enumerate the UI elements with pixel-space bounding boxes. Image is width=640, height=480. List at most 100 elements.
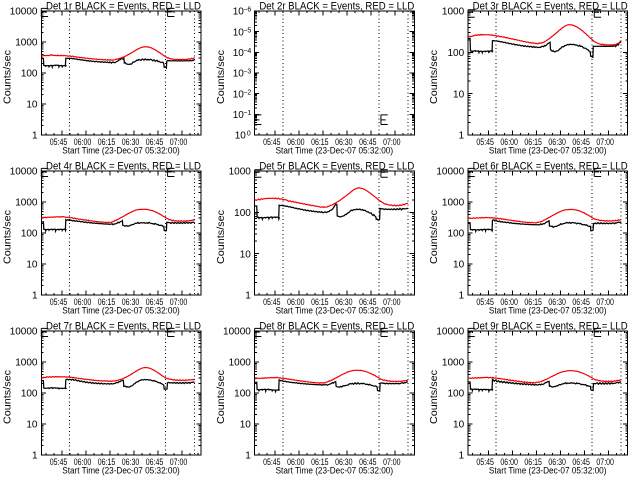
svg-text:05:45: 05:45: [476, 457, 494, 467]
svg-text:10: 10: [233, 110, 245, 121]
svg-text:Start Time (23-Dec-07 05:32:00: Start Time (23-Dec-07 05:32:00): [276, 145, 394, 155]
svg-text:07:00: 07:00: [170, 457, 188, 467]
svg-text:Counts/sec: Counts/sec: [3, 370, 14, 424]
svg-text:06:15: 06:15: [524, 297, 542, 307]
svg-text:Start Time (23-Dec-07 05:32:00: Start Time (23-Dec-07 05:32:00): [489, 305, 607, 315]
svg-text:Counts/sec: Counts/sec: [216, 370, 227, 424]
svg-text:06:45: 06:45: [572, 137, 590, 147]
svg-text:1: 1: [459, 451, 465, 462]
svg-text:10: 10: [233, 89, 245, 100]
svg-text:10: 10: [235, 131, 247, 142]
svg-text:06:15: 06:15: [524, 457, 542, 467]
svg-text:05:45: 05:45: [50, 297, 68, 307]
svg-text:100: 100: [447, 229, 464, 240]
svg-text:10: 10: [26, 100, 38, 111]
svg-text:06:15: 06:15: [98, 137, 116, 147]
svg-text:05:45: 05:45: [50, 137, 68, 147]
svg-text:10: 10: [240, 420, 252, 431]
svg-text:06:15: 06:15: [524, 137, 542, 147]
svg-text:100: 100: [21, 69, 38, 80]
svg-text:10000: 10000: [436, 327, 464, 338]
svg-text:10000: 10000: [223, 327, 251, 338]
svg-text:07:00: 07:00: [383, 137, 401, 147]
svg-text:Det 2r BLACK = Events, RED = L: Det 2r BLACK = Events, RED = LLD: [259, 1, 414, 13]
svg-text:100: 100: [447, 48, 464, 59]
svg-text:06:15: 06:15: [311, 137, 329, 147]
svg-text:06:30: 06:30: [122, 297, 140, 307]
svg-text:10000: 10000: [10, 7, 38, 18]
svg-text:Det 3r BLACK = Events, RED = L: Det 3r BLACK = Events, RED = LLD: [473, 1, 628, 13]
svg-text:06:15: 06:15: [311, 297, 329, 307]
svg-text:05:45: 05:45: [50, 457, 68, 467]
svg-text:10: 10: [26, 420, 38, 431]
svg-text:06:00: 06:00: [500, 297, 518, 307]
svg-text:Counts/sec: Counts/sec: [3, 210, 14, 264]
svg-text:07:00: 07:00: [596, 297, 614, 307]
svg-text:06:45: 06:45: [572, 457, 590, 467]
svg-text:Start Time (23-Dec-07 05:32:00: Start Time (23-Dec-07 05:32:00): [489, 465, 607, 475]
svg-text:Det 6r BLACK = Events, RED = L: Det 6r BLACK = Events, RED = LLD: [473, 161, 628, 173]
svg-text:07:00: 07:00: [383, 297, 401, 307]
svg-text:1: 1: [459, 131, 465, 142]
svg-text:1000: 1000: [15, 358, 38, 369]
svg-text:06:45: 06:45: [359, 137, 377, 147]
svg-text:1: 1: [459, 291, 465, 302]
svg-text:Det 9r BLACK = Events, RED = L: Det 9r BLACK = Events, RED = LLD: [473, 321, 628, 333]
svg-text:06:30: 06:30: [548, 137, 566, 147]
svg-text:1: 1: [245, 451, 251, 462]
svg-text:06:15: 06:15: [98, 457, 116, 467]
svg-text:Det 8r BLACK = Events, RED = L: Det 8r BLACK = Events, RED = LLD: [259, 321, 414, 333]
svg-text:10: 10: [240, 249, 252, 260]
svg-text:10: 10: [233, 69, 245, 80]
svg-text:Start Time (23-Dec-07 05:32:00: Start Time (23-Dec-07 05:32:00): [62, 145, 180, 155]
svg-text:Start Time (23-Dec-07 05:32:00: Start Time (23-Dec-07 05:32:00): [62, 465, 180, 475]
svg-text:−4: −4: [243, 48, 251, 55]
svg-text:10000: 10000: [436, 167, 464, 178]
svg-text:06:45: 06:45: [359, 457, 377, 467]
svg-text:100: 100: [21, 229, 38, 240]
svg-text:06:00: 06:00: [287, 137, 305, 147]
svg-text:Start Time (23-Dec-07 05:32:00: Start Time (23-Dec-07 05:32:00): [62, 305, 180, 315]
svg-text:Det 5r BLACK = Events, RED = L: Det 5r BLACK = Events, RED = LLD: [259, 161, 414, 173]
svg-text:10000: 10000: [10, 167, 38, 178]
svg-text:10: 10: [233, 7, 245, 18]
svg-text:05:45: 05:45: [476, 137, 494, 147]
svg-text:Counts/sec: Counts/sec: [429, 210, 440, 264]
svg-text:1000: 1000: [15, 198, 38, 209]
svg-text:Start Time (23-Dec-07 05:32:00: Start Time (23-Dec-07 05:32:00): [276, 465, 394, 475]
svg-text:1000: 1000: [442, 198, 465, 209]
svg-text:1000: 1000: [229, 358, 252, 369]
svg-text:07:00: 07:00: [170, 137, 188, 147]
svg-text:Det 1r BLACK = Events, RED = L: Det 1r BLACK = Events, RED = LLD: [46, 1, 201, 13]
svg-text:Counts/sec: Counts/sec: [216, 210, 227, 264]
svg-text:07:00: 07:00: [383, 457, 401, 467]
svg-text:100: 100: [234, 208, 251, 219]
svg-text:06:00: 06:00: [74, 137, 92, 147]
svg-text:05:45: 05:45: [476, 297, 494, 307]
svg-text:Counts/sec: Counts/sec: [3, 50, 14, 104]
svg-text:−6: −6: [243, 7, 251, 14]
svg-text:07:00: 07:00: [170, 297, 188, 307]
svg-text:0: 0: [247, 131, 251, 138]
svg-text:06:30: 06:30: [548, 457, 566, 467]
svg-text:1000: 1000: [442, 358, 465, 369]
svg-text:05:45: 05:45: [263, 457, 281, 467]
svg-text:100: 100: [447, 389, 464, 400]
svg-text:10: 10: [26, 260, 38, 271]
svg-text:1: 1: [32, 291, 38, 302]
svg-text:06:00: 06:00: [74, 457, 92, 467]
svg-text:−3: −3: [243, 69, 251, 76]
svg-text:06:30: 06:30: [335, 457, 353, 467]
svg-text:06:45: 06:45: [146, 137, 164, 147]
svg-text:06:30: 06:30: [122, 137, 140, 147]
svg-text:1: 1: [245, 291, 251, 302]
svg-text:05:45: 05:45: [263, 137, 281, 147]
svg-text:07:00: 07:00: [596, 137, 614, 147]
svg-text:05:45: 05:45: [263, 297, 281, 307]
svg-text:06:45: 06:45: [572, 297, 590, 307]
svg-text:−2: −2: [243, 89, 251, 96]
svg-text:06:45: 06:45: [146, 297, 164, 307]
svg-text:06:15: 06:15: [98, 297, 116, 307]
svg-text:10: 10: [453, 260, 465, 271]
svg-text:Det 7r BLACK = Events, RED = L: Det 7r BLACK = Events, RED = LLD: [46, 321, 201, 333]
